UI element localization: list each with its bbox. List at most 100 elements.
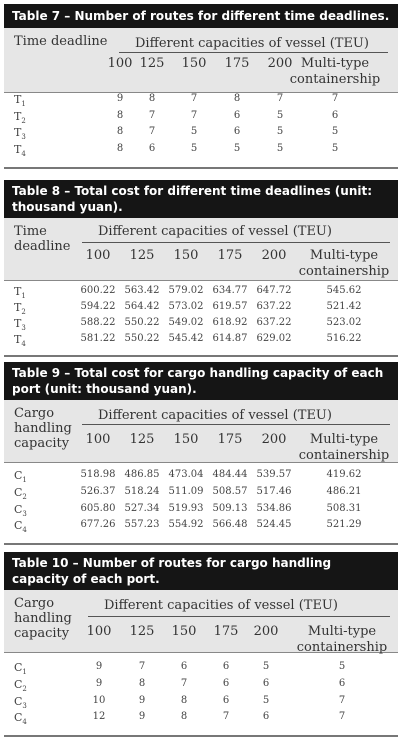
capacity-column-header: 175 xyxy=(213,624,239,639)
table-cell: 8 xyxy=(116,126,124,137)
table-cell: 486.21 xyxy=(326,486,362,497)
row-label-subscript: 4 xyxy=(21,340,26,349)
table-cell: 521.42 xyxy=(326,301,362,312)
table-cell: 6 xyxy=(233,110,241,121)
table-cell: 677.26 xyxy=(80,519,116,530)
table-title-text: Table 7 – Number of routes for different… xyxy=(12,9,390,23)
capacity-column-header: 125 xyxy=(129,432,155,447)
row-label-subscript: 1 xyxy=(21,292,26,301)
capacity-column-header: 125 xyxy=(129,248,155,263)
table-header: Cargo handling capacity Different capacit… xyxy=(4,590,398,655)
row-label: C3 xyxy=(14,695,27,710)
row-label-letter: T xyxy=(14,143,22,156)
row-label-subscript: 1 xyxy=(21,100,26,109)
table-cell: 563.42 xyxy=(124,285,160,296)
row-label: T1 xyxy=(14,93,26,108)
table-cell: 534.86 xyxy=(256,503,292,514)
table-cell: 5 xyxy=(262,695,270,706)
table-cell: 6 xyxy=(222,661,230,672)
table-cell: 7 xyxy=(276,93,284,104)
table-cell: 6 xyxy=(222,695,230,706)
table-cell: 614.87 xyxy=(212,333,248,344)
group-header-rule xyxy=(88,616,390,617)
row-label-subscript: 2 xyxy=(22,685,27,694)
table-body: T1 9 8 7 8 7 7 T2 8 7 7 6 5 6 T3 8 7 5 6 5 5 T4 8 6 5 5 5 5 xyxy=(4,93,398,169)
row-header-label: Cargo handling capacity xyxy=(14,406,72,451)
table-cell: 523.02 xyxy=(326,317,362,328)
table-cell: 539.57 xyxy=(256,469,292,480)
table-cell: 550.22 xyxy=(124,317,160,328)
row-label: C4 xyxy=(14,519,27,534)
table-cell: 517.46 xyxy=(256,486,292,497)
row-label: T4 xyxy=(14,333,26,348)
table-header: Cargo handling capacity Different capacit… xyxy=(4,400,398,463)
table-cell: 526.37 xyxy=(80,486,116,497)
capacity-column-header: 125 xyxy=(129,624,155,639)
row-label-letter: T xyxy=(14,301,22,314)
row-label: T4 xyxy=(14,143,26,158)
table-cell: 7 xyxy=(222,711,230,722)
row-label: C2 xyxy=(14,486,27,501)
row-label: T2 xyxy=(14,110,26,125)
row-label: C1 xyxy=(14,469,27,484)
row-label-subscript: 1 xyxy=(22,668,27,677)
row-label-letter: T xyxy=(14,110,22,123)
table-cell: 594.22 xyxy=(80,301,116,312)
table-cell: 8 xyxy=(233,93,241,104)
table-cell: 7 xyxy=(331,93,339,104)
table-title-text: Table 8 – Total cost for different time … xyxy=(12,184,373,214)
row-label: T1 xyxy=(14,285,26,300)
table-cell: 9 xyxy=(116,93,124,104)
table-cell: 5 xyxy=(338,661,346,672)
table-cell: 647.72 xyxy=(256,285,292,296)
row-label-letter: C xyxy=(14,695,23,708)
table-cell: 8 xyxy=(116,143,124,154)
table-title-text: Table 10 – Number of routes for cargo ha… xyxy=(12,556,332,586)
table-cell: 6 xyxy=(148,143,156,154)
table-cell: 9 xyxy=(95,678,103,689)
row-label-letter: T xyxy=(14,317,22,330)
row-label-subscript: 2 xyxy=(21,117,26,126)
table-cell: 634.77 xyxy=(212,285,248,296)
group-header-rule xyxy=(82,424,390,425)
table-cell: 6 xyxy=(222,678,230,689)
row-header-label: Time deadline xyxy=(14,224,71,254)
row-label: C4 xyxy=(14,711,27,726)
table-title: Table 7 – Number of routes for different… xyxy=(4,4,398,28)
row-label-subscript: 3 xyxy=(22,702,27,711)
table-header: Time deadline Different capacities of ves… xyxy=(4,28,398,93)
table-cell: 10 xyxy=(92,695,106,706)
table-title: Table 9 – Total cost for cargo handling … xyxy=(4,362,398,400)
capacity-column-header: 150 xyxy=(173,248,199,263)
capacity-column-header: 100 xyxy=(107,56,133,71)
table-cell: 579.02 xyxy=(168,285,204,296)
table-cell: 573.02 xyxy=(168,301,204,312)
table-cell: 6 xyxy=(262,711,270,722)
table-cell: 9 xyxy=(138,695,146,706)
table-cell: 508.31 xyxy=(326,503,362,514)
row-label-letter: C xyxy=(14,503,23,516)
row-label-subscript: 4 xyxy=(21,150,26,159)
group-header-rule xyxy=(82,242,390,243)
table-cell: 518.98 xyxy=(80,469,116,480)
capacity-column-header: 100 xyxy=(85,432,111,447)
capacity-column-header: 100 xyxy=(86,624,112,639)
capacity-column-header: 175 xyxy=(217,248,243,263)
table-cell: 527.34 xyxy=(124,503,160,514)
table-cell: 516.22 xyxy=(326,333,362,344)
row-label-subscript: 4 xyxy=(22,526,27,535)
row-label: T2 xyxy=(14,301,26,316)
table-10: Table 10 – Number of routes for cargo ha… xyxy=(4,552,398,737)
row-label: C3 xyxy=(14,503,27,518)
table-cell: 12 xyxy=(92,711,106,722)
table-cell: 6 xyxy=(180,661,188,672)
table-title: Table 8 – Total cost for different time … xyxy=(4,180,398,218)
table-cell: 619.57 xyxy=(212,301,248,312)
table-cell: 511.09 xyxy=(168,486,204,497)
row-header-label: Cargo handling capacity xyxy=(14,596,72,641)
table-cell: 7 xyxy=(190,93,198,104)
table-cell: 509.13 xyxy=(212,503,248,514)
table-cell: 5 xyxy=(276,143,284,154)
row-label-subscript: 3 xyxy=(22,510,27,519)
group-header-rule xyxy=(119,52,388,53)
